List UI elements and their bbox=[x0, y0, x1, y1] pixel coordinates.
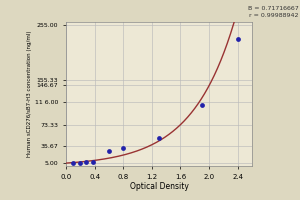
Point bbox=[121, 146, 126, 149]
Text: B = 0.71716667
r = 0.99988942: B = 0.71716667 r = 0.99988942 bbox=[248, 6, 298, 18]
Point bbox=[84, 161, 88, 164]
Point bbox=[91, 160, 96, 163]
Y-axis label: Human sCD276/sB7-H3 concentration (ng/ml): Human sCD276/sB7-H3 concentration (ng/ml… bbox=[27, 31, 32, 157]
Point bbox=[78, 161, 83, 165]
Point bbox=[235, 37, 240, 40]
Point bbox=[71, 162, 76, 165]
Point bbox=[200, 103, 204, 107]
Point bbox=[157, 137, 161, 140]
Point bbox=[106, 149, 111, 153]
X-axis label: Optical Density: Optical Density bbox=[130, 182, 188, 191]
